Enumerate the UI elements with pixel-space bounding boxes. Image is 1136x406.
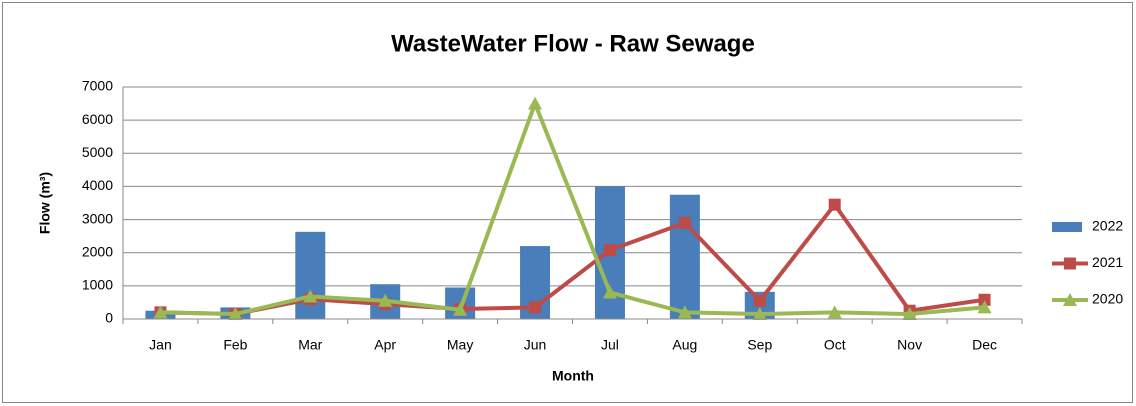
chart-title: WasteWater Flow - Raw Sewage xyxy=(391,30,755,57)
line-marker xyxy=(603,244,616,257)
x-tick-label: Aug xyxy=(672,337,697,353)
line-marker xyxy=(528,96,543,110)
line-marker xyxy=(378,293,393,307)
legend-label: 2020 xyxy=(1092,291,1123,307)
line-marker xyxy=(902,307,917,321)
line xyxy=(160,202,985,317)
x-tick-label: Dec xyxy=(972,337,997,353)
line-marker xyxy=(977,300,992,314)
line-marker xyxy=(752,307,767,321)
line xyxy=(160,101,985,317)
line-marker xyxy=(153,305,168,319)
y-tick-label: 6000 xyxy=(82,111,113,127)
line-marker xyxy=(303,289,318,303)
y-tick-label: 7000 xyxy=(82,78,113,94)
x-axis-title: Month xyxy=(552,368,594,384)
x-tick-label: Mar xyxy=(298,337,322,353)
line-marker xyxy=(453,302,468,316)
legend-key xyxy=(1052,222,1082,232)
line-marker xyxy=(228,307,243,321)
x-tick-label: Oct xyxy=(824,337,846,353)
x-tick-label: Apr xyxy=(374,337,396,353)
x-tick-label: Sep xyxy=(747,337,772,353)
line-marker xyxy=(978,293,991,306)
bar xyxy=(295,231,326,319)
y-tick-label: 4000 xyxy=(82,177,113,193)
legend-marker xyxy=(1064,257,1076,270)
line-marker xyxy=(602,285,617,299)
y-tick-label: 2000 xyxy=(82,243,113,259)
y-tick-label: 0 xyxy=(105,310,113,326)
y-tick-label: 5000 xyxy=(82,144,113,160)
line-marker xyxy=(678,216,691,229)
bar xyxy=(669,194,700,319)
line-marker xyxy=(529,301,542,314)
line-marker xyxy=(753,294,766,307)
legend-label: 2021 xyxy=(1092,254,1123,270)
legend-marker xyxy=(1063,293,1077,306)
y-tick-label: 1000 xyxy=(82,277,113,293)
x-tick-label: May xyxy=(447,337,473,353)
x-tick-label: Jan xyxy=(149,337,172,353)
y-tick-label: 3000 xyxy=(82,210,113,226)
line-marker xyxy=(827,305,842,319)
x-tick-label: Jul xyxy=(601,337,619,353)
x-tick-label: Jun xyxy=(524,337,547,353)
line-marker xyxy=(677,305,692,319)
line-marker xyxy=(828,198,841,211)
legend-label: 2022 xyxy=(1092,218,1123,234)
y-axis-title: Flow (m³) xyxy=(37,172,53,234)
x-tick-label: Feb xyxy=(223,337,247,353)
x-tick-label: Nov xyxy=(897,337,922,353)
